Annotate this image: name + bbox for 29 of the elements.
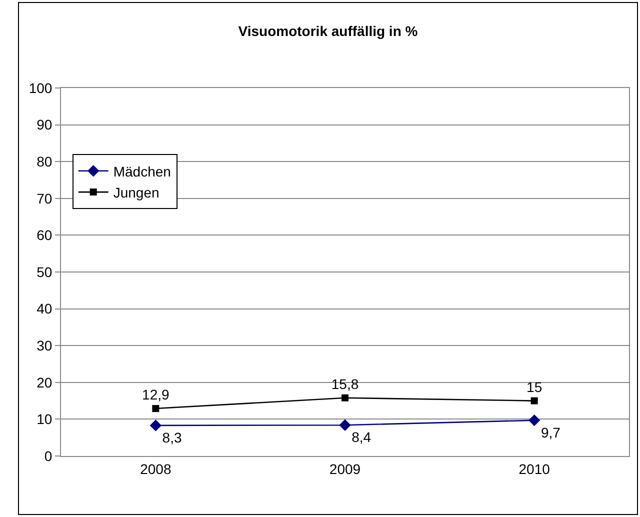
y-tick-label: 10 [36, 411, 52, 428]
point [339, 419, 351, 431]
y-tick-label: 60 [36, 227, 52, 244]
point [342, 394, 348, 402]
y-tick-label: 70 [36, 190, 52, 206]
x-tick-label: 2008 [140, 460, 172, 477]
data-label: 9,7 [540, 424, 561, 440]
x-tick-label: 2010 [518, 460, 550, 477]
y-tick-label: 40 [36, 300, 52, 317]
y-tick-label: 0 [44, 448, 52, 464]
legend-label: Jungen [113, 184, 160, 200]
y-tick-label: 90 [36, 116, 52, 133]
y-tick-label: 20 [36, 374, 52, 390]
data-label: 8,3 [162, 430, 182, 446]
x-tick-label: 2009 [329, 460, 361, 477]
data-label: 15,8 [331, 376, 359, 392]
legend-label: Mädchen [113, 163, 171, 180]
y-tick-label: 80 [36, 154, 52, 170]
point [152, 405, 160, 412]
point [528, 414, 540, 426]
point [150, 420, 162, 432]
chart-title: Visuomotorik auffällig in % [238, 22, 418, 39]
data-label: 8,4 [352, 429, 372, 446]
y-tick-label: 50 [36, 264, 52, 280]
data-label: 12,9 [142, 386, 170, 403]
y-tick-label: 100 [28, 80, 52, 96]
y-tick-label: 30 [36, 338, 52, 354]
data-label: 15 [526, 378, 542, 395]
point [530, 397, 538, 404]
